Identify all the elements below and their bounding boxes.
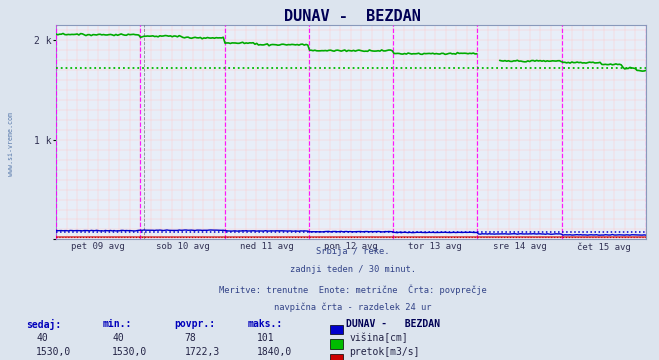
Text: maks.:: maks.: (247, 319, 282, 329)
Text: navpična črta - razdelek 24 ur: navpična črta - razdelek 24 ur (274, 303, 431, 312)
Text: min.:: min.: (102, 319, 132, 329)
Text: višina[cm]: višina[cm] (349, 333, 408, 343)
Text: 101: 101 (257, 333, 275, 343)
Text: Meritve: trenutne  Enote: metrične  Črta: povprečje: Meritve: trenutne Enote: metrične Črta: … (219, 284, 486, 294)
Text: DUNAV -   BEZDAN: DUNAV - BEZDAN (346, 319, 440, 329)
Text: pretok[m3/s]: pretok[m3/s] (349, 347, 420, 357)
Text: DUNAV -  BEZDAN: DUNAV - BEZDAN (284, 9, 421, 24)
Text: zadnji teden / 30 minut.: zadnji teden / 30 minut. (289, 265, 416, 274)
Text: Srbija / reke.: Srbija / reke. (316, 247, 389, 256)
Text: 78: 78 (185, 333, 196, 343)
Text: 40: 40 (112, 333, 124, 343)
Text: 1722,3: 1722,3 (185, 347, 219, 357)
Text: povpr.:: povpr.: (175, 319, 215, 329)
Text: 1530,0: 1530,0 (112, 347, 147, 357)
Text: sedaj:: sedaj: (26, 319, 61, 330)
Text: 1840,0: 1840,0 (257, 347, 292, 357)
Text: www.si-vreme.com: www.si-vreme.com (8, 112, 14, 176)
Text: 1530,0: 1530,0 (36, 347, 71, 357)
Text: 40: 40 (36, 333, 48, 343)
